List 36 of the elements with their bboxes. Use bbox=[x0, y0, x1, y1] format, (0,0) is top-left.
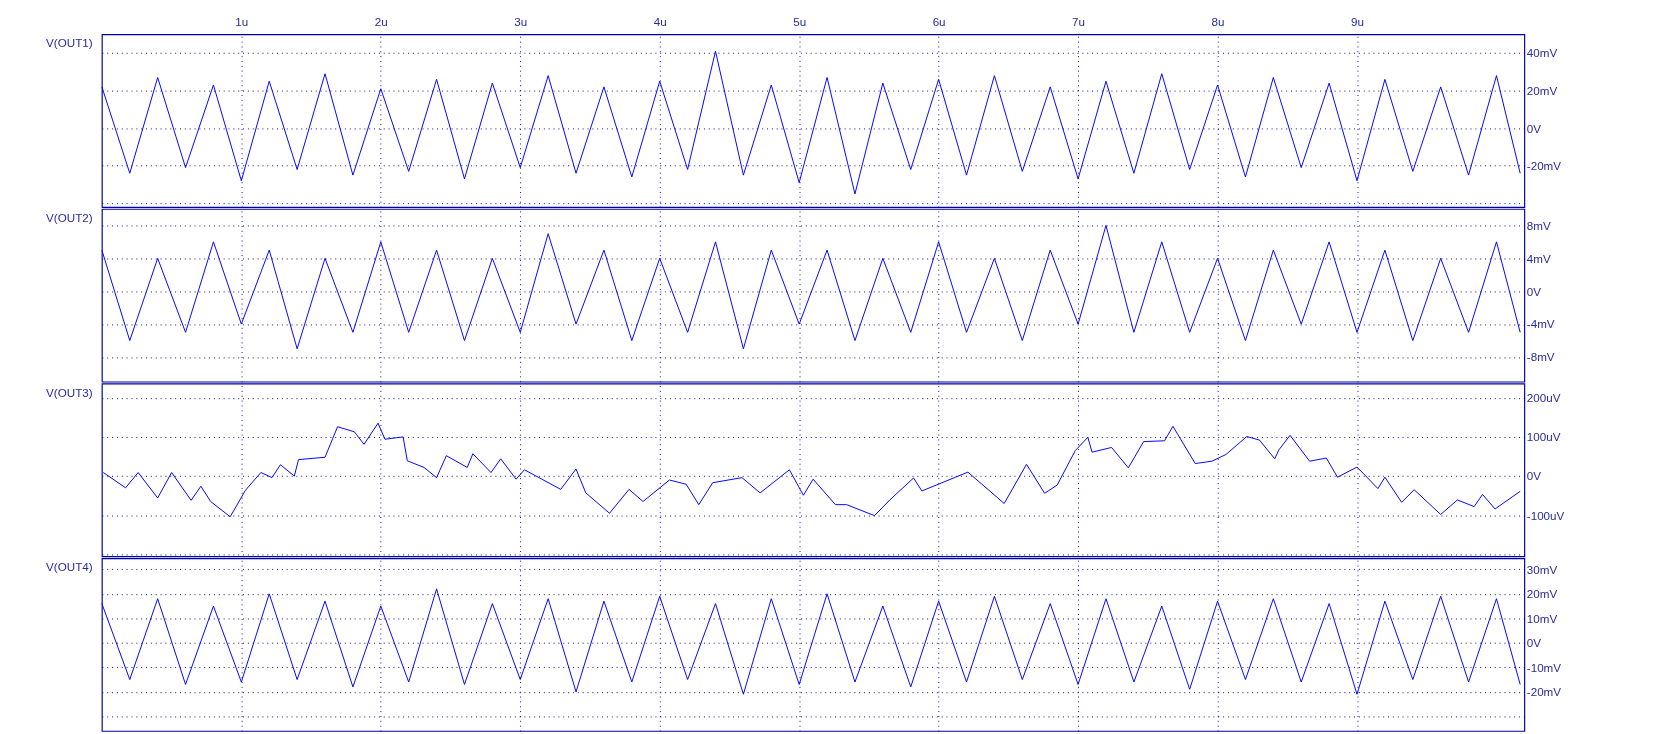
y-tick-label: 10mV bbox=[1526, 611, 1558, 625]
x-tick-label: 7u bbox=[1072, 15, 1086, 29]
x-tick-label: 8u bbox=[1211, 15, 1225, 29]
y-tick-label: 20mV bbox=[1526, 587, 1558, 601]
line-series bbox=[101, 588, 1521, 695]
chart-title: V(OUT1) bbox=[46, 36, 93, 50]
y-tick-label: 0V bbox=[1526, 636, 1542, 650]
y-tick-label: 200uV bbox=[1526, 391, 1561, 405]
line-series bbox=[101, 224, 1521, 350]
x-tick-label: 5u bbox=[793, 15, 807, 29]
y-tick-label: -4mV bbox=[1526, 317, 1555, 331]
x-tick-label: 4u bbox=[653, 15, 667, 29]
y-tick-label: -8mV bbox=[1526, 350, 1555, 364]
y-tick-label: -20mV bbox=[1526, 159, 1562, 173]
x-tick-label: 3u bbox=[514, 15, 528, 29]
chart-title: V(OUT3) bbox=[46, 385, 93, 399]
y-tick-label: 30mV bbox=[1526, 562, 1558, 576]
x-tick-label: 1u bbox=[235, 15, 249, 29]
x-tick-label: 2u bbox=[374, 15, 388, 29]
y-tick-label: 40mV bbox=[1526, 46, 1558, 60]
y-tick-label: -20mV bbox=[1526, 685, 1562, 699]
y-tick-label: 0V bbox=[1526, 121, 1542, 135]
y-tick-label: 0V bbox=[1526, 284, 1542, 298]
y-tick-label: 8mV bbox=[1526, 218, 1551, 232]
x-tick-label: 9u bbox=[1351, 15, 1364, 29]
y-tick-label: -100uV bbox=[1526, 508, 1565, 522]
y-tick-label: 0V bbox=[1526, 469, 1542, 483]
y-tick-label: 100uV bbox=[1526, 430, 1561, 444]
x-tick-label: 6u bbox=[932, 15, 946, 29]
chart-title: V(OUT2) bbox=[46, 211, 93, 225]
y-tick-label: 20mV bbox=[1526, 84, 1558, 97]
line-series bbox=[102, 422, 1521, 518]
y-tick-label: 4mV bbox=[1526, 251, 1551, 265]
chart-title: V(OUT4) bbox=[46, 560, 93, 574]
y-tick-label: -10mV bbox=[1526, 660, 1562, 674]
line-series bbox=[101, 50, 1521, 195]
